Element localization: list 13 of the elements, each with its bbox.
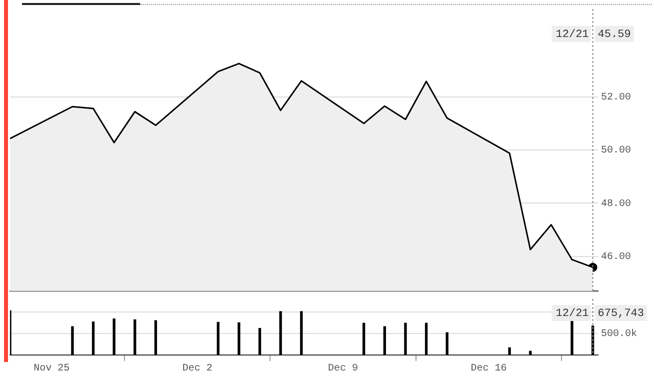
x-tick-label: Dec 2 [182, 364, 212, 375]
annotation: 675,743 [598, 308, 644, 320]
y-tick-label: 46.00 [601, 252, 632, 264]
annotation: 45.59 [598, 28, 631, 41]
y-tick-label: 500.0k [601, 328, 638, 340]
y-tick-label: 52.00 [601, 92, 632, 104]
y-tick-label: 50.00 [601, 146, 632, 157]
ref-line-label: 12/21 [556, 308, 590, 320]
x-tick-label: Dec 9 [328, 364, 358, 375]
x-tick-label: Nov 25 [34, 364, 70, 375]
x-tick-label: Dec 16 [470, 364, 507, 375]
y-tick-label: 48.00 [601, 198, 632, 210]
ref-line-label: 12/21 [556, 28, 590, 41]
